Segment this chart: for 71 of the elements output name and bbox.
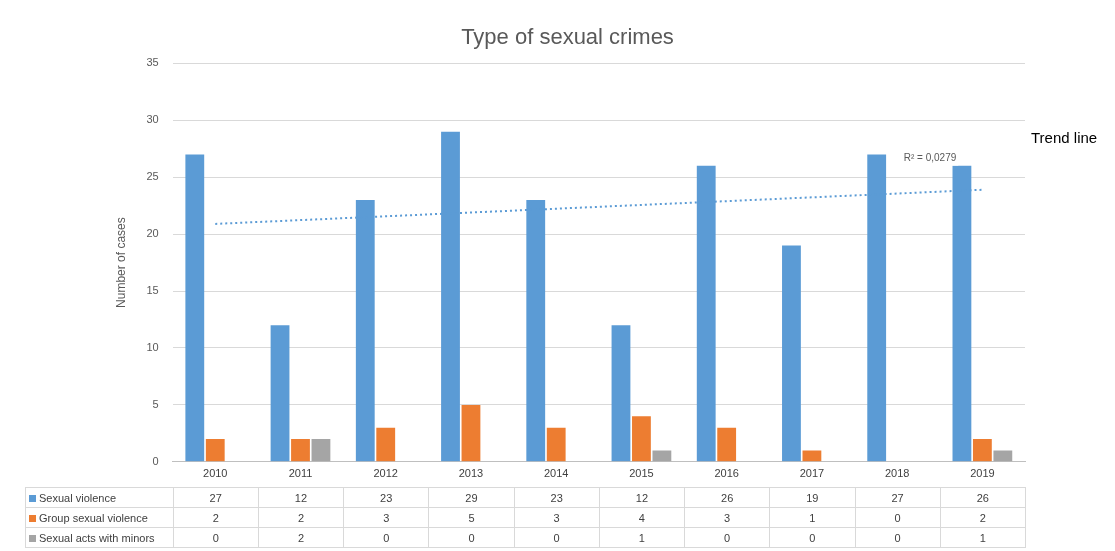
x-tick-label: 2013 <box>458 467 484 480</box>
legend-label: Sexual violence <box>25 487 174 508</box>
data-label: 2 <box>940 507 1026 528</box>
data-label: 0 <box>769 527 855 548</box>
data-label: 26 <box>684 487 770 508</box>
bar <box>461 404 481 462</box>
data-label: 3 <box>514 507 600 528</box>
x-tick-label: 2019 <box>970 467 995 480</box>
data-label: 2 <box>173 507 259 528</box>
x-tick-label: 2012 <box>373 467 398 480</box>
bar <box>782 245 801 462</box>
data-label: 12 <box>258 487 344 508</box>
bar <box>652 450 672 462</box>
data-label: 1 <box>769 507 855 528</box>
bar <box>993 450 1013 462</box>
y-tick-label: 15 <box>146 284 159 297</box>
bar <box>311 439 331 462</box>
y-tick-label: 10 <box>146 341 159 353</box>
y-tick-label: 0 <box>152 454 159 467</box>
data-label: 3 <box>343 507 429 528</box>
x-tick-label: 2018 <box>884 467 910 480</box>
data-label: 0 <box>684 527 770 548</box>
x-tick-label: 2017 <box>799 467 825 480</box>
bar <box>546 427 566 462</box>
x-tick-label: 2016 <box>714 467 739 480</box>
data-label: 0 <box>428 527 515 548</box>
data-label: 27 <box>173 487 259 508</box>
data-label: 0 <box>855 527 941 548</box>
bar <box>185 154 205 462</box>
bar <box>717 427 737 462</box>
data-label: 3 <box>684 507 770 528</box>
y-tick-label: 25 <box>146 170 159 183</box>
chart-title: Type of sexual crimes <box>461 24 674 50</box>
y-tick-label: 35 <box>146 56 159 69</box>
y-axis-title: Number of cases <box>113 217 128 308</box>
data-label: 4 <box>599 507 685 528</box>
data-label: 0 <box>514 527 600 548</box>
data-label: 23 <box>343 487 429 508</box>
bar <box>802 450 822 462</box>
data-label: 12 <box>599 487 685 508</box>
data-label: 2 <box>258 527 344 548</box>
data-label: 27 <box>855 487 941 508</box>
data-label: 0 <box>173 527 259 548</box>
data-label: 5 <box>428 507 515 528</box>
bar <box>611 325 631 462</box>
legend-label: Group sexual violence <box>25 507 174 528</box>
bar <box>972 439 992 462</box>
bar <box>205 439 225 462</box>
data-label: 2 <box>258 507 344 528</box>
bar <box>632 416 651 462</box>
data-label: 23 <box>514 487 600 508</box>
data-label: 29 <box>428 487 515 508</box>
x-tick-label: 2010 <box>203 467 228 480</box>
y-tick-label: 20 <box>146 227 159 240</box>
bar <box>291 439 310 462</box>
text: Trend line <box>1031 128 1098 146</box>
data-label: 26 <box>940 487 1026 508</box>
y-tick-label: 30 <box>146 113 159 126</box>
x-tick-label: 2014 <box>543 467 569 480</box>
x-tick-label: 2015 <box>629 467 654 480</box>
data-label: 1 <box>940 527 1026 548</box>
bar <box>376 427 396 462</box>
x-tick-label: 2011 <box>288 467 313 480</box>
data-label: 0 <box>343 527 429 548</box>
data-label: 19 <box>769 487 855 508</box>
data-label: 0 <box>855 507 941 528</box>
legend-label: Sexual acts with minors <box>25 527 174 548</box>
annotation: R² = 0,0279 <box>903 152 957 164</box>
bar <box>270 325 290 462</box>
y-tick-label: 5 <box>152 397 159 410</box>
data-label: 1 <box>599 527 685 548</box>
